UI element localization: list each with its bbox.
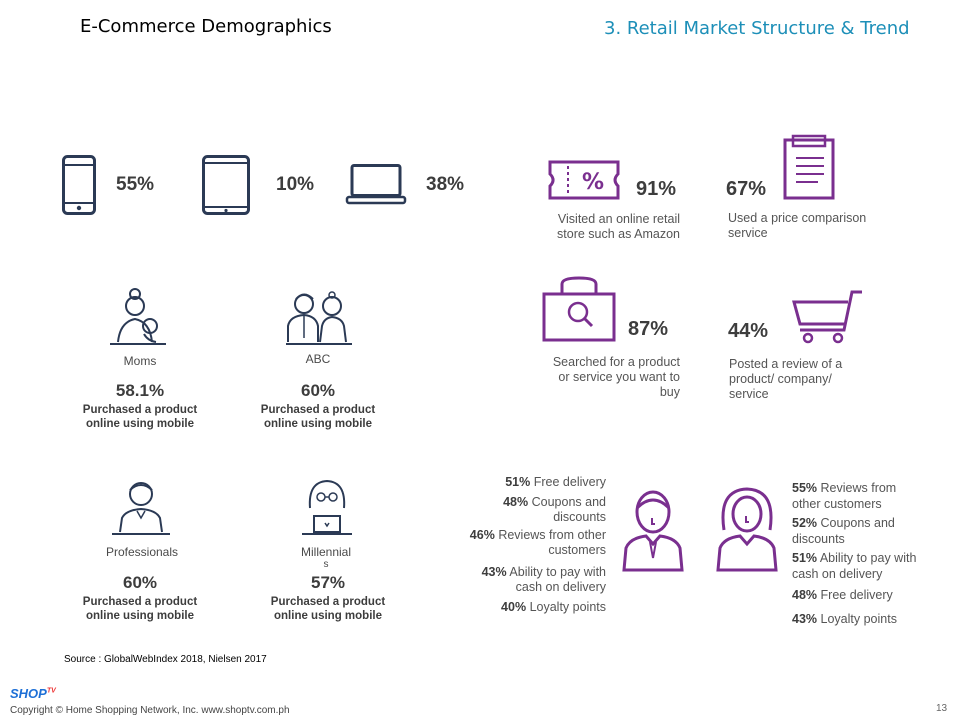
shoptv-logo: SHOPTV [10, 686, 56, 701]
tablet-percent: 10% [276, 174, 315, 195]
segment-percent-professionals: 60% [122, 573, 158, 592]
laptop-icon [345, 164, 407, 205]
svg-text:%: % [582, 170, 604, 195]
male-preferences-list: 51% Free delivery 48% Coupons and discoun… [440, 475, 606, 615]
coupon-icon: % [548, 160, 620, 200]
activity-desc-reviewed: Posted a review of a product/ company/ser… [729, 357, 843, 401]
activity-desc-searched: Searched for a product or service you wan… [552, 355, 680, 399]
section-title: 3. Retail Market Structure & Trend [604, 18, 910, 39]
activity-desc-comparison: Used a price comparison service [728, 211, 867, 240]
list-item: 46% Reviews from other customers [469, 527, 606, 558]
segment-label-millennials: Millennial s [300, 545, 352, 570]
list-item: 48% Free delivery [792, 588, 893, 602]
smartphone-percent: 55% [116, 174, 155, 195]
list-item: 40% Loyalty points [501, 599, 606, 614]
male-avatar-icon [622, 490, 684, 572]
tablet-icon [202, 155, 250, 215]
female-preferences-list: 55% Reviews from other customers 52% Coup… [792, 481, 952, 627]
activity-percent-comparison: 67% [726, 178, 767, 200]
segment-desc-millennials: Purchased a product online using mobile [270, 596, 386, 622]
segment-percent-millennials: 57% [310, 573, 346, 592]
professional-icon [112, 482, 170, 535]
mom-icon [110, 288, 166, 345]
segment-label-professionals: Professionals [105, 545, 179, 559]
segment-label-abc: ABC [305, 352, 331, 366]
millennial-icon [302, 479, 352, 535]
list-item: 52% Coupons and discounts [792, 516, 895, 546]
activity-percent-reviewed: 44% [728, 320, 769, 342]
list-item: 55% Reviews from other customers [792, 481, 897, 511]
segment-desc-professionals: Purchased a product online using mobile [82, 596, 198, 622]
laptop-percent: 38% [426, 174, 465, 195]
female-avatar-icon [716, 487, 778, 572]
segment-percent-abc: 60% [300, 381, 336, 400]
source-note: Source : GlobalWebIndex 2018, Nielsen 20… [64, 654, 267, 665]
copyright-text: Copyright © Home Shopping Network, Inc. … [10, 705, 290, 716]
segment-label-moms: Moms [123, 354, 157, 368]
list-item: 43% Ability to pay with cash on delivery [481, 564, 606, 595]
page-title: E-Commerce Demographics [80, 16, 332, 37]
page-number: 13 [936, 703, 948, 714]
smartphone-icon [62, 155, 96, 215]
couple-icon [286, 291, 352, 345]
list-item: 51% Free delivery [505, 475, 606, 489]
list-item: 43% Loyalty points [792, 611, 897, 626]
segment-percent-moms: 58.1% [115, 381, 165, 400]
list-item: 51% Ability to pay with cash on delivery [792, 551, 917, 581]
segment-desc-abc: Purchased a product online using mobile [260, 404, 376, 430]
activity-percent-visited: 91% [636, 178, 677, 200]
shopping-bag-icon [542, 276, 616, 342]
activity-percent-searched: 87% [628, 318, 669, 340]
shopping-cart-icon [792, 290, 862, 344]
clipboard-icon [783, 134, 835, 200]
activity-desc-visited: Visited an online retail store such as Am… [557, 212, 680, 241]
segment-desc-moms: Purchased a product online using mobile [82, 404, 198, 430]
list-item: 48% Coupons and discounts [503, 494, 606, 525]
